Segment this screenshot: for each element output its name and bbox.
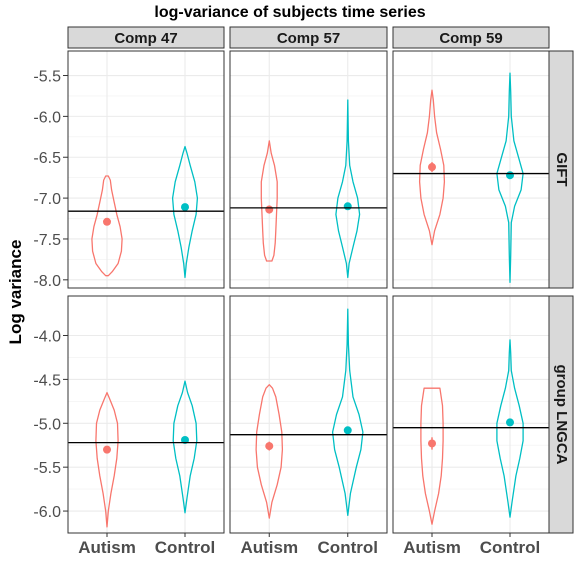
- y-tick-label: -7.0: [33, 191, 61, 208]
- mean-point-control: [181, 203, 189, 212]
- column-strip: [67, 26, 225, 49]
- panel-border: [392, 50, 550, 289]
- facet-panel: [229, 295, 388, 534]
- row-strip-label: GIFT: [553, 152, 570, 186]
- facet-panel: [392, 50, 550, 289]
- facet-panel: [67, 50, 225, 289]
- y-tick-label: -6.0: [33, 504, 61, 521]
- y-tick-label: -5.0: [33, 416, 61, 433]
- y-axis-label: Log variance: [6, 240, 25, 345]
- facet-panels: -8.0 -7.5 -7.0 -6.5 -6.0 -5.5 GIFT Comp 47 Comp …: [33, 26, 574, 557]
- panel-background: [230, 51, 387, 288]
- column-strip: [392, 26, 550, 49]
- x-tick-label: Autism: [240, 538, 298, 557]
- y-tick-label: -7.5: [33, 232, 61, 249]
- x-tick-label: Control: [480, 538, 540, 557]
- mean-point-control: [343, 202, 352, 211]
- mean-point-control: [506, 171, 514, 180]
- panel-background: [393, 51, 549, 288]
- mean-point-autism: [103, 445, 111, 454]
- violin-autism: [255, 384, 284, 519]
- mean-point-autism: [428, 163, 436, 172]
- column-strip-label: Comp 59: [439, 30, 502, 47]
- violin-autism: [418, 89, 446, 246]
- y-tick-label: -6.0: [33, 109, 61, 126]
- y-tick-label: -5.5: [33, 69, 61, 86]
- panel-background: [68, 296, 224, 533]
- panel-background: [68, 51, 224, 288]
- mean-point-autism: [265, 205, 274, 214]
- panel-background: [393, 296, 549, 533]
- violin-control: [496, 72, 524, 283]
- column-strip-label: Comp 57: [277, 30, 340, 47]
- mean-point-control: [506, 418, 514, 427]
- y-tick-label: -8.0: [33, 273, 61, 290]
- mean-point-control: [343, 426, 352, 435]
- mean-point-autism: [103, 217, 111, 226]
- panel-border: [229, 295, 388, 534]
- violin-autism: [91, 175, 123, 277]
- panel-border: [229, 50, 388, 289]
- violin-autism: [420, 387, 444, 525]
- row-strip: [548, 295, 574, 534]
- y-tick-label: -4.5: [33, 372, 61, 389]
- chart-title: log-variance of subjects time series: [154, 4, 425, 21]
- panel-border: [67, 50, 225, 289]
- violin-control: [171, 145, 199, 279]
- y-tick-label: -4.0: [33, 329, 61, 346]
- violin-control: [335, 99, 361, 279]
- y-tick-label: -5.5: [33, 460, 61, 477]
- violin-autism: [95, 391, 119, 528]
- mean-point-autism: [428, 439, 436, 448]
- facet-panel: [67, 295, 225, 534]
- facet-panel: [392, 295, 550, 534]
- violin-autism: [260, 140, 278, 262]
- row-strip-label: group LNGCA: [553, 365, 570, 465]
- panel-border: [67, 295, 225, 534]
- violin-control: [331, 308, 364, 517]
- panel-background: [230, 296, 387, 533]
- x-tick-label: Control: [318, 538, 378, 557]
- x-tick-label: Autism: [78, 538, 136, 557]
- violin-control: [496, 339, 524, 518]
- y-tick-label: -6.5: [33, 150, 61, 167]
- column-strip: [229, 26, 388, 49]
- mean-point-autism: [265, 442, 274, 451]
- violin-control: [172, 380, 198, 514]
- panel-border: [392, 295, 550, 534]
- row-strip: [548, 50, 574, 289]
- x-tick-label: Autism: [403, 538, 461, 557]
- x-tick-label: Control: [155, 538, 215, 557]
- column-strip-label: Comp 47: [114, 30, 177, 47]
- facet-panel: [229, 50, 388, 289]
